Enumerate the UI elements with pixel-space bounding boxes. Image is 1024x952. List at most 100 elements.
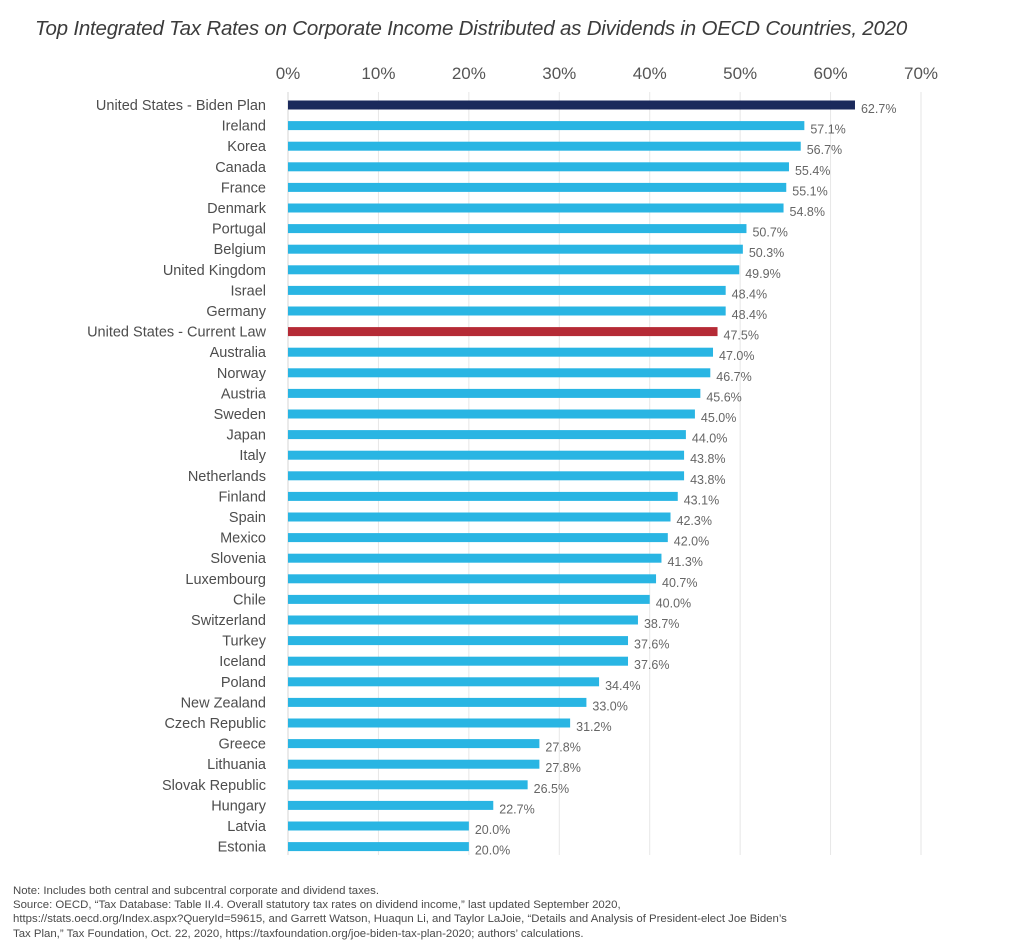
category-label: Korea [227, 139, 267, 155]
value-label: 46.7% [716, 370, 751, 384]
category-label: Sweden [214, 407, 266, 423]
bar [288, 594, 650, 604]
category-label: New Zealand [181, 695, 266, 711]
bar [288, 697, 587, 707]
value-label: 43.8% [690, 452, 725, 466]
bar-chart: 0% 10% 20% 30% 40% 50% 60% 70% United States - … [87, 64, 938, 858]
category-label: Norway [217, 366, 267, 382]
value-label: 48.4% [732, 287, 767, 301]
category-label: United States - Biden Plan [96, 98, 266, 114]
category-label: Slovak Republic [162, 778, 266, 794]
value-label: 37.6% [634, 658, 669, 672]
chart-footnote: Note: Includes both central and subcentr… [13, 884, 1023, 941]
category-label: Latvia [227, 819, 267, 835]
x-tick-label: 20% [452, 64, 486, 83]
bar [288, 203, 784, 213]
value-label: 49.9% [745, 267, 780, 281]
value-label: 47.0% [719, 349, 754, 363]
category-label: Greece [218, 737, 266, 753]
bar [288, 100, 855, 110]
bar [288, 265, 740, 275]
source-line-3: Tax Plan,” Tax Foundation, Oct. 22, 2020… [13, 927, 584, 940]
bar [288, 636, 629, 646]
bar [288, 491, 678, 501]
x-tick-label: 0% [276, 64, 301, 83]
bar [288, 677, 600, 687]
value-label: 45.0% [701, 411, 736, 425]
category-label: Spain [229, 510, 266, 526]
category-label: Ireland [222, 119, 266, 135]
value-label: 43.1% [684, 493, 719, 507]
value-label: 37.6% [634, 638, 669, 652]
bar [288, 780, 528, 790]
bar [288, 842, 469, 852]
bar [288, 553, 662, 563]
bar [288, 285, 726, 295]
category-labels: United States - Biden Plan Ireland Korea Ca… [87, 98, 267, 856]
bar [288, 347, 714, 357]
category-label: Japan [226, 428, 266, 444]
value-label: 48.4% [732, 308, 767, 322]
value-label: 50.7% [752, 226, 787, 240]
bar [288, 244, 743, 254]
value-label: 56.7% [807, 143, 842, 157]
x-tick-label: 60% [814, 64, 848, 83]
category-label: Poland [221, 675, 266, 691]
x-tick-label: 50% [723, 64, 757, 83]
bar [288, 759, 540, 769]
value-label: 38.7% [644, 617, 679, 631]
x-tick-label: 10% [361, 64, 395, 83]
x-tick-label: 70% [904, 64, 938, 83]
category-label: Israel [231, 283, 266, 299]
value-label: 40.7% [662, 576, 697, 590]
bar [288, 327, 718, 337]
category-label: Luxembourg [185, 572, 266, 588]
value-label: 55.1% [792, 184, 827, 198]
value-label: 43.8% [690, 473, 725, 487]
bar [288, 368, 711, 378]
value-label: 40.0% [656, 596, 691, 610]
bar [288, 512, 671, 522]
category-label: Portugal [212, 222, 266, 238]
category-label: Australia [210, 345, 267, 361]
bar [288, 615, 638, 625]
bar [288, 450, 685, 460]
value-label: 45.6% [706, 390, 741, 404]
category-label: Finland [218, 489, 266, 505]
source-line-2: https://stats.oecd.org/Index.aspx?QueryI… [13, 913, 787, 926]
value-label: 26.5% [534, 782, 569, 796]
category-label: Mexico [220, 531, 266, 547]
bar [288, 574, 657, 584]
chart-title: Top Integrated Tax Rates on Corporate In… [35, 17, 908, 40]
bar [288, 430, 686, 440]
bar [288, 821, 469, 831]
bar [288, 800, 494, 810]
value-label: 62.7% [861, 102, 896, 116]
bars [288, 100, 855, 852]
bar [288, 388, 701, 398]
value-label: 55.4% [795, 164, 830, 178]
value-label: 20.0% [475, 844, 510, 858]
category-label: Hungary [211, 798, 267, 814]
category-label: Czech Republic [164, 716, 266, 732]
category-label: Italy [239, 448, 266, 464]
x-tick-label: 40% [633, 64, 667, 83]
category-label: Turkey [222, 634, 267, 650]
category-label: Belgium [214, 242, 266, 258]
value-label: 34.4% [605, 679, 640, 693]
value-label: 47.5% [724, 329, 759, 343]
value-label: 42.3% [677, 514, 712, 528]
category-label: Netherlands [188, 469, 266, 485]
value-labels: 62.7% 57.1% 56.7% 55.4% 55.1% 54.8%50.7% 50.3%… [475, 102, 897, 858]
category-label: Germany [206, 304, 266, 320]
value-label: 20.0% [475, 823, 510, 837]
value-label: 41.3% [667, 555, 702, 569]
category-label: Austria [221, 386, 267, 402]
note-text: Note: Includes both central and subcentr… [13, 885, 379, 897]
value-label: 57.1% [810, 123, 845, 137]
source-line-1: Source: OECD, “Tax Database: Table II.4.… [13, 899, 621, 912]
value-label: 33.0% [592, 699, 627, 713]
bar [288, 656, 629, 666]
category-label: France [221, 180, 266, 196]
bar [288, 121, 805, 131]
